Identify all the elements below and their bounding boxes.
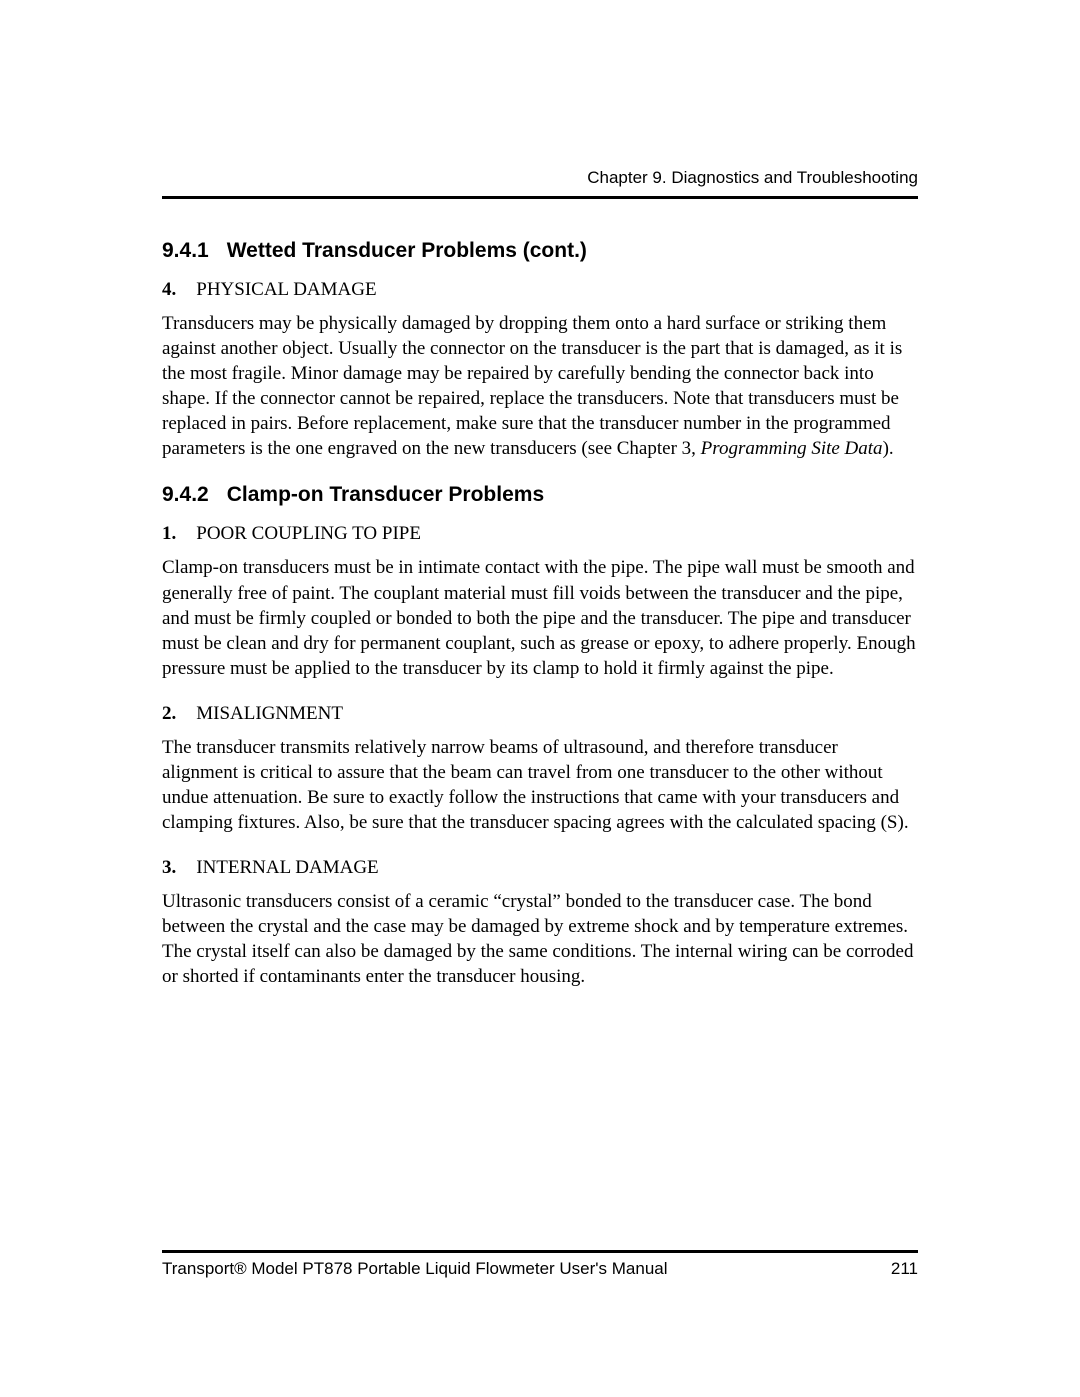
footer-left: Transport® Model PT878 Portable Liquid F… <box>162 1259 668 1279</box>
page-content: Chapter 9. Diagnostics and Troubleshooti… <box>0 0 1080 1111</box>
section-heading-941: 9.4.1 Wetted Transducer Problems (cont.) <box>162 239 918 263</box>
footer-rule <box>162 1250 918 1253</box>
running-header: Chapter 9. Diagnostics and Troubleshooti… <box>162 168 918 188</box>
para4-post: ). <box>883 438 894 459</box>
section-title: Clamp-on Transducer Problems <box>227 483 544 506</box>
body-paragraph-2: The transducer transmits relatively narr… <box>162 735 918 835</box>
page-footer: Transport® Model PT878 Portable Liquid F… <box>162 1250 918 1279</box>
item-title: PHYSICAL DAMAGE <box>196 279 376 300</box>
page-number: 211 <box>891 1259 918 1279</box>
section-title: Wetted Transducer Problems (cont.) <box>227 239 587 262</box>
para4-italic: Programming Site Data <box>701 438 883 459</box>
body-paragraph-3: Ultrasonic transducers consist of a cera… <box>162 889 918 989</box>
section-heading-942: 9.4.2 Clamp-on Transducer Problems <box>162 483 918 507</box>
section-number: 9.4.1 <box>162 239 209 263</box>
item-heading-3: 3. INTERNAL DAMAGE <box>162 857 918 879</box>
item-heading-2: 2. MISALIGNMENT <box>162 703 918 725</box>
section-number: 9.4.2 <box>162 483 209 507</box>
item-number: 2. <box>162 703 176 725</box>
item-number: 4. <box>162 279 176 301</box>
item-heading-1: 1. POOR COUPLING TO PIPE <box>162 523 918 545</box>
item-number: 3. <box>162 857 176 879</box>
item-number: 1. <box>162 523 176 545</box>
item-heading-4: 4. PHYSICAL DAMAGE <box>162 279 918 301</box>
item-title: POOR COUPLING TO PIPE <box>196 523 421 544</box>
body-paragraph-1: Clamp-on transducers must be in intimate… <box>162 555 918 680</box>
body-paragraph-4: Transducers may be physically damaged by… <box>162 311 918 461</box>
item-title: MISALIGNMENT <box>196 703 343 724</box>
header-rule <box>162 196 918 199</box>
footer-row: Transport® Model PT878 Portable Liquid F… <box>162 1259 918 1279</box>
item-title: INTERNAL DAMAGE <box>196 857 378 878</box>
